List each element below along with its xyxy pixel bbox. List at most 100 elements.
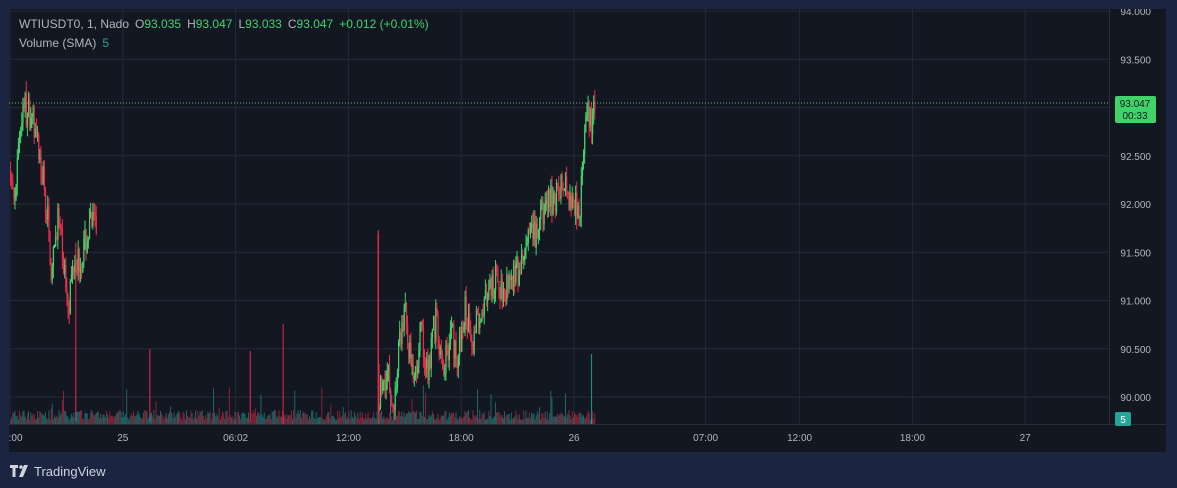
candle-body <box>385 380 387 390</box>
volume-bar <box>245 417 247 424</box>
candle-body <box>381 377 383 392</box>
volume-bar <box>218 407 220 424</box>
volume-bar <box>287 414 289 424</box>
volume-bar <box>426 419 428 424</box>
volume-bar <box>66 416 68 424</box>
candle-body <box>79 268 82 273</box>
volume-bar <box>461 418 463 424</box>
volume-bar <box>402 416 404 424</box>
price-chart[interactable]: 94.00093.50093.00092.50092.00091.50091.0… <box>9 9 1166 452</box>
volume-bar <box>548 419 550 424</box>
volume-bar <box>325 416 327 424</box>
tradingview-branding[interactable]: TradingView <box>10 462 106 480</box>
candle-body <box>76 269 78 271</box>
volume-bar <box>418 418 420 424</box>
volume-bar <box>504 411 506 424</box>
price-tick-label: 90.500 <box>1120 345 1151 356</box>
volume-bar <box>501 415 503 424</box>
volume-bar <box>123 416 125 424</box>
volume-legend[interactable]: Volume (SMA) 5 <box>19 36 109 50</box>
volume-bar <box>594 413 596 424</box>
volume-bar <box>249 419 251 424</box>
close-label: C <box>287 17 297 31</box>
volume-bar <box>59 415 61 424</box>
volume-bar <box>536 411 538 424</box>
close-value: 93.047 <box>296 17 334 31</box>
chart-area[interactable]: 94.00093.50093.00092.50092.00091.50091.0… <box>9 9 1166 452</box>
volume-bar <box>296 413 298 424</box>
volume-bar <box>107 414 109 424</box>
volume-bar <box>359 411 361 424</box>
volume-bar <box>278 410 280 424</box>
candle-body <box>590 108 593 134</box>
volume-bar <box>297 410 299 424</box>
volume-bar <box>25 419 27 424</box>
candle-body <box>480 318 482 323</box>
volume-bar <box>32 413 34 424</box>
volume-bar <box>391 416 393 424</box>
candle-body <box>571 196 573 209</box>
volume-bar <box>436 417 438 424</box>
volume-bar <box>552 416 554 424</box>
candle-body <box>418 350 420 367</box>
candle-body <box>496 265 498 269</box>
candle-body <box>92 212 94 227</box>
volume-bar <box>447 417 449 424</box>
volume-bar <box>454 417 456 424</box>
volume-bar <box>571 411 573 424</box>
volume-bar <box>248 412 250 424</box>
volume-bar <box>588 413 590 424</box>
volume-bar <box>67 416 69 424</box>
candle-body <box>504 288 506 294</box>
candle-body <box>465 296 467 327</box>
volume-bar <box>495 402 497 424</box>
candle-body <box>439 347 441 356</box>
volume-bar <box>410 412 412 424</box>
volume-bar <box>63 390 65 424</box>
volume-bar <box>469 417 471 424</box>
volume-bar <box>204 419 206 424</box>
volume-bar <box>30 412 32 424</box>
volume-bar <box>408 411 410 424</box>
volume-bar <box>86 413 88 424</box>
volume-bar <box>257 412 259 424</box>
volume-bar <box>233 419 235 424</box>
candle-body <box>474 331 476 333</box>
volume-bar <box>587 410 589 424</box>
volume-bar <box>263 412 265 424</box>
volume-bar <box>505 416 507 424</box>
volume-bar <box>172 418 174 424</box>
volume-bar <box>572 417 574 424</box>
candle-body <box>64 265 66 274</box>
volume-bar <box>202 415 204 424</box>
volume-bar <box>209 410 211 424</box>
volume-bar <box>356 417 358 424</box>
candle-body <box>460 335 462 352</box>
volume-bar <box>156 414 158 424</box>
volume-bar <box>69 418 71 424</box>
volume-bar <box>182 411 184 424</box>
candle-body <box>422 326 425 358</box>
volume-bar <box>564 393 566 424</box>
time-tick-label: 12:00 <box>336 433 361 444</box>
volume-bar <box>451 412 453 424</box>
volume-bar <box>387 419 389 424</box>
candle-body <box>492 274 494 299</box>
candle-body <box>486 290 488 302</box>
candle-body <box>49 231 51 266</box>
candle-body <box>379 377 382 408</box>
volume-bar <box>476 389 478 424</box>
volume-label: Volume (SMA) <box>19 36 97 50</box>
candle-body <box>530 227 532 231</box>
candle-body <box>458 335 461 356</box>
volume-bar <box>116 412 118 424</box>
volume-bar <box>490 394 492 424</box>
volume-bar <box>288 415 290 424</box>
volume-bar <box>96 411 98 424</box>
candle-body <box>11 180 13 182</box>
candle-body <box>520 253 523 272</box>
candle-body <box>501 280 504 302</box>
candle-body <box>560 175 562 199</box>
candle-body <box>91 212 93 227</box>
volume-bar <box>211 413 213 424</box>
